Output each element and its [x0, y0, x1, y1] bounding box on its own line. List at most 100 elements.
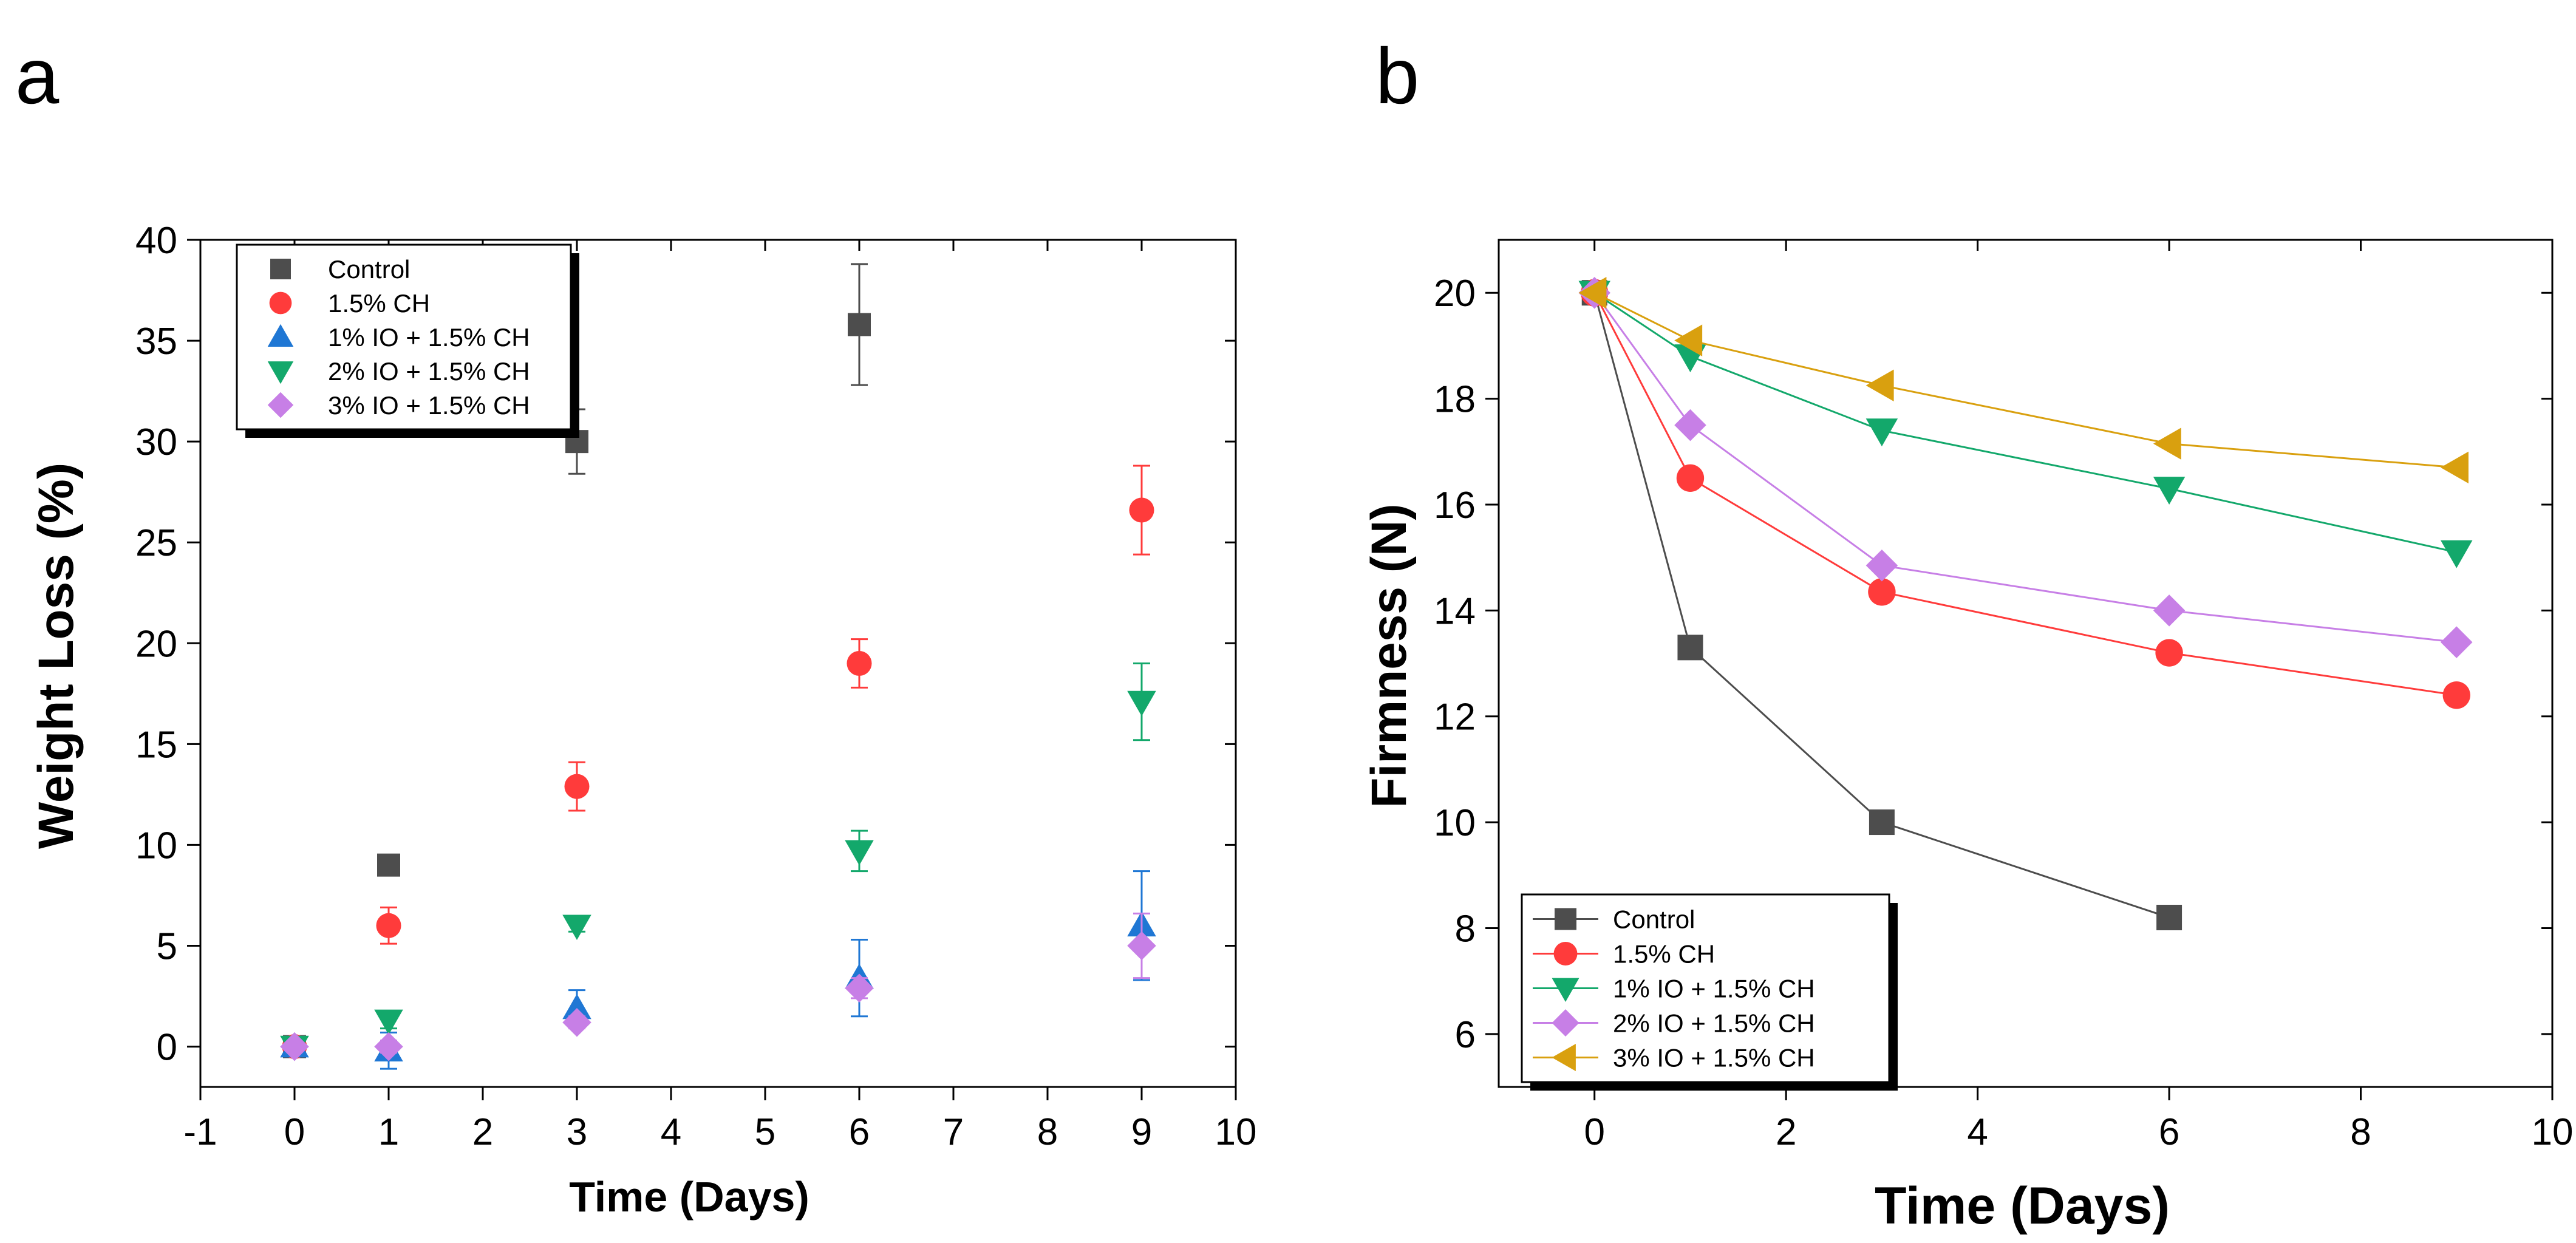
chart-b-axis-titles: Time (Days) Firmness (N): [1361, 503, 2170, 1235]
chart-a-data-point: [562, 1007, 591, 1037]
chart-b-legend-marker: [1552, 1044, 1576, 1071]
chart-b-series-1-5-ch: [1581, 279, 2470, 709]
chart-a-data-point: [1127, 690, 1156, 717]
chart-b-series-line: [1593, 292, 2170, 919]
chart-b-y-tick-label: 14: [1434, 590, 1476, 632]
chart-b-legend-label: 1% IO + 1.5% CH: [1613, 975, 1815, 1003]
chart-a-data-point: [376, 913, 401, 938]
chart-a-axes-frame: [199, 239, 1237, 1088]
chart-a-series-1-io-1-5-ch: [280, 870, 1156, 1070]
chart-a-y-tick-label: 35: [135, 321, 177, 363]
panel-label-a: a: [15, 32, 60, 120]
chart-a-y-tick-label: 10: [135, 825, 177, 867]
chart-b-legend-label: 1.5% CH: [1613, 940, 1715, 969]
chart-a-legend-label: Control: [328, 255, 410, 284]
chart-a-x-tick-label: 9: [1131, 1111, 1152, 1153]
chart-a-legend-marker: [267, 324, 294, 347]
chart-b-data-point: [1578, 276, 1607, 309]
chart-a-y-tick-label: 40: [135, 220, 177, 262]
chart-b-data-point: [2153, 594, 2186, 627]
chart-a-data-point: [847, 650, 872, 676]
chart-b-series-2-io-1-5-ch: [1578, 276, 2473, 658]
chart-a-legend-marker: [270, 259, 291, 279]
chart-a-y-tick-label: 20: [135, 623, 177, 665]
chart-b-data-point: [2153, 427, 2181, 460]
chart-b-data-point: [1866, 369, 1894, 402]
chart-a-legend-label: 3% IO + 1.5% CH: [328, 391, 530, 420]
chart-b-legend-label: Control: [1613, 905, 1695, 934]
chart-b-legend-marker: [1553, 942, 1578, 965]
chart-b-y-tick-label: 12: [1434, 696, 1476, 738]
chart-a-series-3-io-1-5-ch: [280, 912, 1156, 1061]
chart-b-legend: Control 1.5% CH 1% IO + 1.5% CH 2% IO + 1.5…: [1521, 893, 1898, 1091]
chart-a-series-1-5-ch: [282, 465, 1154, 1060]
chart-b-y-tick-label: 10: [1434, 802, 1476, 844]
chart-b-legend-label: 3% IO + 1.5% CH: [1613, 1044, 1815, 1072]
chart-b-legend-marker: [1555, 908, 1576, 930]
chart-b-x-tick-label: 8: [2350, 1111, 2371, 1153]
chart-a-x-tick-label: 7: [943, 1111, 964, 1153]
chart-b-data-point: [2441, 626, 2473, 658]
chart-a-legend-label: 1.5% CH: [328, 289, 430, 318]
chart-a-legend-label: 1% IO + 1.5% CH: [328, 323, 530, 352]
chart-a-x-tick-label: 1: [378, 1111, 399, 1153]
chart-a-y-tick-label: 0: [157, 1027, 177, 1069]
chart-a-data-point: [280, 1032, 309, 1061]
chart-b-series-3-io-1-5-ch: [1578, 276, 2469, 484]
chart-b-plot: 0 2 4 6 8 10 6 8 10 12 14 16 18 20 Control 1.5% CH 1% IO…: [1434, 239, 2573, 1153]
chart-a-x-tick-label: 10: [1215, 1111, 1257, 1153]
chart-a-data-point: [845, 840, 874, 866]
chart-b-data-point: [1866, 549, 1898, 582]
chart-a-legend-label: 2% IO + 1.5% CH: [328, 357, 530, 386]
chart-b-x-tick-label: 6: [2159, 1111, 2179, 1153]
chart-a-legend: Control 1.5% CH 1% IO + 1.5% CH 2% IO + 1.5…: [236, 243, 579, 438]
chart-a-y-tick-label: 15: [135, 724, 177, 766]
chart-a-data-point: [1129, 497, 1154, 523]
chart-b-data-point: [2442, 681, 2470, 709]
chart-b-data-point: [1869, 809, 1895, 836]
chart-b-y-tick-label: 6: [1455, 1014, 1476, 1056]
chart-a-data-point: [848, 313, 871, 336]
chart-a-x-tick-label: 2: [472, 1111, 493, 1153]
chart-a-x-tick-label: 6: [849, 1111, 870, 1153]
chart-a-x-tick-label: 4: [661, 1111, 681, 1153]
chart-b-y-tick-label: 20: [1434, 273, 1476, 315]
chart-a-legend-marker: [267, 361, 294, 384]
chart-b-x-axis-title: Time (Days): [1875, 1177, 2170, 1235]
chart-b-y-tick-label: 8: [1455, 908, 1476, 950]
chart-b-data-point: [2156, 905, 2182, 930]
chart-a-data-point: [377, 853, 400, 877]
chart-a-legend-marker: [269, 291, 292, 315]
chart-b-y-tick-label: 18: [1434, 379, 1476, 421]
chart-b-data-point: [1674, 409, 1706, 441]
chart-b-series-line: [1593, 292, 2457, 644]
chart-a-data-point: [564, 774, 590, 799]
chart-a-legend-box: [236, 243, 572, 431]
chart-a-legend-marker: [267, 392, 294, 418]
chart-a-y-axis-title: Weight Loss (%): [29, 463, 84, 849]
chart-a-axis-titles: Time (Days) Weight Loss (%): [29, 463, 809, 1221]
chart-b-data-point: [1677, 635, 1703, 661]
chart-a-y-tick-label: 25: [135, 522, 177, 564]
chart-b-data-point: [1676, 464, 1705, 492]
chart-b-data-point: [1868, 578, 1896, 606]
chart-a-x-tick-label: 5: [755, 1111, 775, 1153]
chart-a-data-point: [374, 1032, 403, 1061]
chart-b-data-point: [1674, 324, 1703, 356]
chart-b-data-point: [2153, 477, 2186, 505]
chart-b-data-point: [1866, 418, 1898, 447]
chart-a-y-tick-label: 5: [157, 926, 177, 968]
chart-a-series-2-io-1-5-ch: [280, 662, 1156, 1061]
chart-b-y-axis-title: Firmness (N): [1361, 503, 1417, 808]
chart-b-series-line: [1594, 291, 2457, 469]
chart-b-data-point: [2441, 451, 2469, 484]
chart-b-legend-marker: [1552, 978, 1579, 1002]
chart-a-plot: -1 0 1 2 3 4 5 6 7 8 9 100510152025303540Control1.5…: [135, 220, 1256, 1153]
chart-a-data-point: [1127, 931, 1156, 961]
chart-a-data-point: [374, 1009, 403, 1035]
chart-b-series-line: [1593, 291, 2457, 553]
chart-a-x-tick-label: 3: [567, 1111, 587, 1153]
chart-b-x-tick-label: 4: [1967, 1111, 1988, 1153]
chart-a-data-point: [845, 973, 874, 1003]
